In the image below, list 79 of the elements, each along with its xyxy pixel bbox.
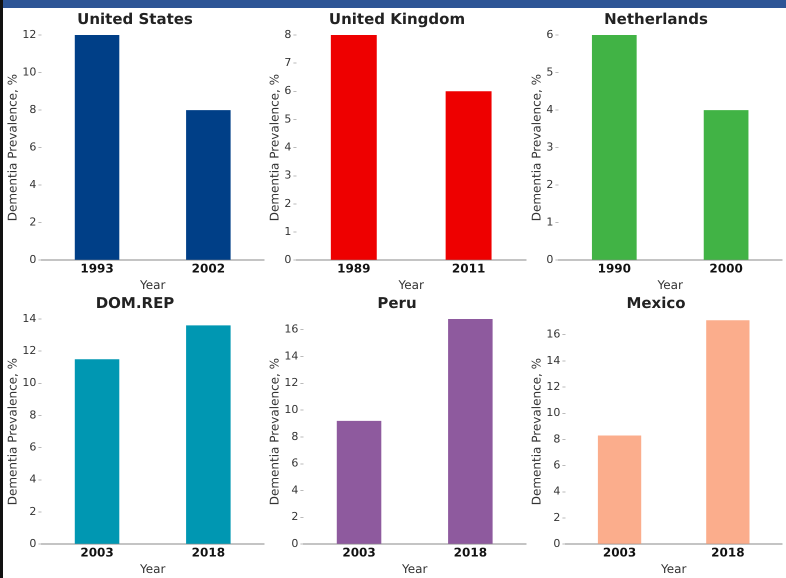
- y-tick-label: 12: [284, 376, 298, 390]
- y-tick-label: 8: [284, 28, 292, 41]
- chart-title: Peru: [377, 294, 417, 312]
- y-tick-label: 3: [284, 168, 292, 182]
- y-tick-label: 10: [284, 403, 298, 416]
- y-axis-title: Dementia Prevalence, %: [5, 358, 20, 506]
- y-axis-title: Dementia Prevalence, %: [529, 358, 544, 506]
- y-tick-label: 4: [291, 483, 298, 496]
- y-tick-label: 3: [546, 140, 554, 154]
- y-tick-label: 7: [284, 56, 292, 70]
- y-tick-label: 8: [291, 430, 298, 443]
- x-tick-label: 1989: [337, 262, 370, 276]
- y-tick-label: 0: [546, 253, 554, 266]
- y-tick-label: 6: [29, 140, 36, 154]
- x-axis-title: Year: [138, 278, 166, 292]
- x-tick-label: 2018: [711, 546, 745, 560]
- y-tick-label: 1: [284, 224, 292, 238]
- y-tick-label: 0: [29, 537, 36, 550]
- y-tick-label: 14: [284, 349, 298, 362]
- y-tick-label: 2: [29, 504, 36, 518]
- y-tick-label: 8: [553, 432, 560, 446]
- x-tick-label: 2000: [709, 262, 743, 276]
- y-tick-label: 4: [284, 140, 292, 154]
- y-axis-title: Dementia Prevalence, %: [267, 74, 282, 222]
- x-tick-label: 2003: [602, 546, 636, 560]
- y-tick-label: 14: [22, 312, 36, 325]
- x-tick-label: 2003: [342, 546, 376, 560]
- y-tick-label: 8: [29, 408, 36, 422]
- y-tick-label: 6: [284, 84, 292, 98]
- x-axis-title: Year: [400, 562, 428, 576]
- y-tick-label: 16: [546, 328, 560, 341]
- x-axis-title: Year: [138, 562, 166, 576]
- y-tick-label: 16: [284, 322, 298, 336]
- y-tick-label: 2: [291, 510, 298, 524]
- y-tick-label: 0: [284, 253, 292, 266]
- y-tick-label: 4: [546, 102, 554, 116]
- chart-title: DOM.REP: [96, 294, 174, 312]
- y-tick-label: 8: [29, 102, 36, 116]
- y-tick-label: 4: [29, 178, 36, 191]
- y-axis-title: Dementia Prevalence, %: [267, 358, 282, 506]
- x-tick-label: 1990: [598, 262, 631, 276]
- chart-title: Netherlands: [604, 10, 708, 28]
- x-tick-label: 2018: [454, 546, 488, 560]
- y-tick-label: 6: [553, 458, 560, 472]
- y-tick-label: 5: [546, 65, 554, 78]
- x-tick-label: 2003: [80, 546, 114, 560]
- y-tick-label: 0: [553, 537, 560, 550]
- y-tick-label: 6: [546, 28, 554, 41]
- chart-title: United Kingdom: [328, 10, 466, 28]
- y-tick-label: 12: [546, 380, 560, 393]
- x-tick-label: 2011: [452, 262, 486, 276]
- y-tick-label: 0: [291, 537, 298, 550]
- y-tick-label: 10: [22, 65, 36, 78]
- y-tick-label: 5: [284, 112, 292, 126]
- y-axis-title: Dementia Prevalence, %: [529, 74, 544, 222]
- chart-title: United States: [77, 10, 193, 28]
- y-tick-label: 4: [29, 472, 36, 486]
- y-tick-label: 4: [553, 484, 560, 498]
- y-tick-label: 2: [284, 196, 292, 210]
- y-tick-label: 12: [22, 344, 36, 358]
- y-tick-label: 1: [546, 216, 554, 229]
- x-tick-label: 1993: [80, 262, 114, 276]
- y-tick-label: 12: [22, 28, 36, 41]
- x-tick-label: 2018: [192, 546, 226, 560]
- x-axis-title: Year: [660, 562, 686, 576]
- x-axis-title: Year: [397, 278, 424, 292]
- y-tick-label: 2: [546, 178, 554, 191]
- y-tick-label: 6: [29, 440, 36, 454]
- y-tick-label: 0: [29, 253, 36, 266]
- x-tick-label: 2002: [192, 262, 226, 276]
- y-tick-label: 6: [291, 456, 298, 470]
- y-axis-title: Dementia Prevalence, %: [5, 74, 20, 222]
- y-tick-label: 2: [29, 216, 36, 229]
- y-tick-label: 10: [22, 376, 36, 390]
- y-tick-label: 14: [546, 354, 560, 367]
- chart-title: Mexico: [626, 294, 686, 312]
- y-tick-label: 2: [553, 510, 560, 524]
- x-axis-title: Year: [656, 278, 683, 292]
- y-tick-label: 10: [546, 406, 560, 420]
